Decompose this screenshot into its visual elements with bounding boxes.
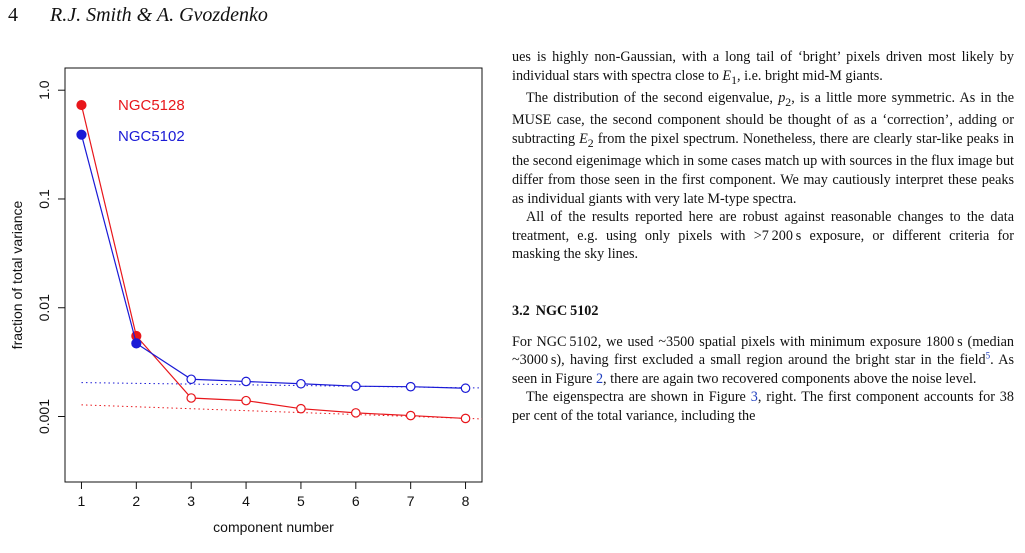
x-tick-label: 8 bbox=[462, 493, 470, 509]
paragraph-2: The distribution of the second eigenvalu… bbox=[512, 90, 1014, 207]
x-tick-label: 1 bbox=[78, 493, 86, 509]
ngc5102-point bbox=[76, 129, 87, 140]
paragraph-5: The eigenspectra are shown in Figure 3, … bbox=[512, 389, 1014, 424]
ngc5128-noise-line bbox=[81, 404, 483, 420]
ngc5102-line bbox=[80, 134, 466, 389]
paragraph-3: All of the results reported here are rob… bbox=[512, 209, 1014, 263]
running-head: R.J. Smith & A. Gvozdenko bbox=[50, 4, 268, 26]
x-tick-label: 7 bbox=[407, 493, 415, 509]
y-axis-label: fraction of total variance bbox=[9, 200, 25, 349]
ngc5102-point bbox=[241, 376, 251, 387]
ngc5102-point bbox=[351, 381, 361, 391]
paragraph-4: For NGC 5102, we used ~3500 spatial pixe… bbox=[512, 333, 1015, 387]
y-tick-label: 0.01 bbox=[36, 294, 52, 321]
ngc5128-point bbox=[460, 413, 471, 424]
y-tick-label: 0.001 bbox=[36, 399, 52, 434]
ngc5102-point bbox=[296, 378, 306, 389]
ngc5102-legend-label: NGC5102 bbox=[118, 128, 185, 145]
y-tick-label: 1.0 bbox=[36, 80, 52, 100]
ngc5128-point bbox=[351, 408, 361, 418]
footnote-link[interactable]: 5 bbox=[985, 350, 991, 361]
ngc5128-point bbox=[241, 395, 251, 406]
chart-axes: 1 2 3 4 5 6 7 8 1.0 0.1 0.01 0.001 component number f… bbox=[9, 67, 483, 535]
page-number: 4 bbox=[8, 4, 18, 26]
page-header: 4 R.J. Smith & A. Gvozdenko bbox=[0, 0, 1025, 40]
variance-chart: 1 2 3 4 5 6 7 8 1.0 0.1 0.01 0.001 component number f… bbox=[9, 67, 483, 535]
section-heading: 3.2 NGC 5102 bbox=[512, 303, 599, 320]
x-tick-label: 3 bbox=[187, 493, 195, 509]
ngc5102-point bbox=[131, 338, 142, 349]
y-tick-label: 0.1 bbox=[36, 189, 52, 209]
chart-marks: NGC5128 NGC5102 bbox=[76, 97, 483, 424]
ngc5128-point bbox=[296, 403, 306, 414]
text-column: ues is highly non-Gaussian, with a long … bbox=[512, 48, 1014, 426]
x-tick-label: 6 bbox=[352, 493, 360, 509]
x-axis-label: component number bbox=[213, 519, 334, 535]
figure-3-link[interactable]: 3 bbox=[750, 389, 758, 406]
ngc5128-legend-label: NGC5128 bbox=[118, 97, 185, 114]
ngc5128-point bbox=[405, 410, 416, 421]
x-tick-label: 5 bbox=[297, 493, 305, 509]
ngc5102-point bbox=[405, 381, 416, 392]
plot-frame bbox=[64, 67, 483, 483]
x-tick-label: 2 bbox=[132, 493, 140, 509]
x-tick-label: 4 bbox=[242, 493, 250, 509]
paragraph-1: ues is highly non-Gaussian, with a long … bbox=[512, 49, 1014, 87]
ngc5128-point bbox=[76, 99, 87, 111]
ngc5102-point bbox=[186, 374, 196, 385]
ngc5128-line bbox=[80, 104, 466, 420]
ngc5128-point bbox=[186, 393, 196, 403]
ngc5102-point bbox=[460, 383, 471, 394]
figure-2-link[interactable]: 2 bbox=[595, 370, 604, 387]
